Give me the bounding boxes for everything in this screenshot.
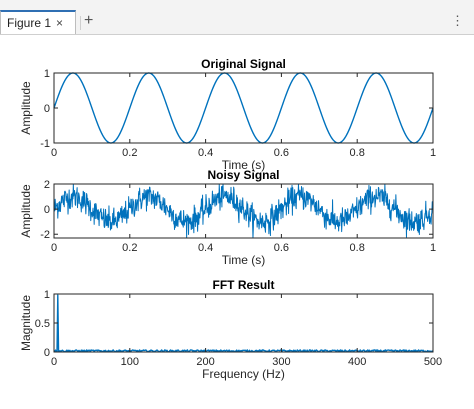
- subplot-2-xtick-label: 1: [430, 242, 436, 254]
- subplot-2-line: [53, 183, 434, 239]
- tab-divider: [80, 16, 81, 30]
- subplot-1-xtick-label: 0.4: [198, 147, 213, 159]
- subplot-1-title: Original Signal: [201, 57, 286, 71]
- subplot-1-ylabel: Amplitude: [19, 81, 33, 135]
- subplot-1-line: [53, 72, 434, 144]
- subplot-2-ytick-label: 0: [44, 204, 50, 216]
- subplot-2-title: Noisy Signal: [207, 168, 279, 182]
- figure-tab-bar: Figure 1 × + ⋮: [0, 0, 474, 35]
- subplot-1-ytick-label: -1: [40, 138, 50, 150]
- subplot-3-xtick-label: 200: [196, 356, 214, 368]
- subplot-3-xlabel: Frequency (Hz): [202, 367, 285, 381]
- tab-label: Figure 1: [7, 16, 52, 30]
- subplot-2-xtick-label: 0.6: [274, 242, 289, 254]
- subplot-3-title: FFT Result: [213, 278, 275, 292]
- subplot-1-xtick-label: 0: [51, 147, 57, 159]
- subplot-3-xtick-label: 300: [272, 356, 290, 368]
- tab-figure-1[interactable]: Figure 1 ×: [0, 10, 76, 34]
- subplot-2-xtick-label: 0.2: [122, 242, 137, 254]
- subplot-2-ytick-label: 2: [44, 179, 50, 191]
- subplot-3-ylabel: Magnitude: [19, 295, 33, 351]
- subplot-2-xlabel: Time (s): [222, 253, 266, 267]
- add-tab-icon[interactable]: +: [84, 12, 94, 29]
- subplot-2-ylabel: Amplitude: [19, 184, 33, 238]
- subplot-3-xtick-label: 0: [51, 356, 57, 368]
- subplot-1-ytick-label: 1: [44, 68, 50, 80]
- subplot-3-axes-box: [53, 293, 434, 353]
- subplot-2-xtick-label: 0.4: [198, 242, 213, 254]
- subplot-3-line: [53, 294, 434, 353]
- subplot-1-xtick-label: 0.2: [122, 147, 137, 159]
- subplot-2-axes-box: [53, 183, 434, 239]
- kebab-menu-icon[interactable]: ⋮: [451, 13, 464, 28]
- subplot-2-xtick-label: 0.8: [350, 242, 365, 254]
- subplot-2-xtick-label: 0: [51, 242, 57, 254]
- subplot-1-xtick-label: 0.6: [274, 147, 289, 159]
- figure-canvas: 0 0.2 0.4 0.6 0.8 1 -1 0 1 Original Signal Time (s…: [0, 35, 474, 404]
- subplot-1-xtick-label: 0.8: [350, 147, 365, 159]
- subplot-3-xtick-label: 400: [348, 356, 366, 368]
- subplot-1-xlabel: Time (s): [222, 158, 266, 172]
- subplot-3-xtick-label: 100: [121, 356, 139, 368]
- subplot-1-ytick-label: 0: [44, 103, 50, 115]
- subplot-3-xtick-label: 500: [424, 356, 442, 368]
- subplot-3-ytick-label: 0: [44, 347, 50, 359]
- subplot-1-xtick-label: 1: [430, 147, 436, 159]
- subplot-3-ytick-label: 0.5: [35, 318, 50, 330]
- subplot-3-ytick-label: 1: [44, 289, 50, 301]
- subplot-2-ytick-label: -2: [40, 229, 50, 241]
- close-icon[interactable]: ×: [56, 16, 64, 30]
